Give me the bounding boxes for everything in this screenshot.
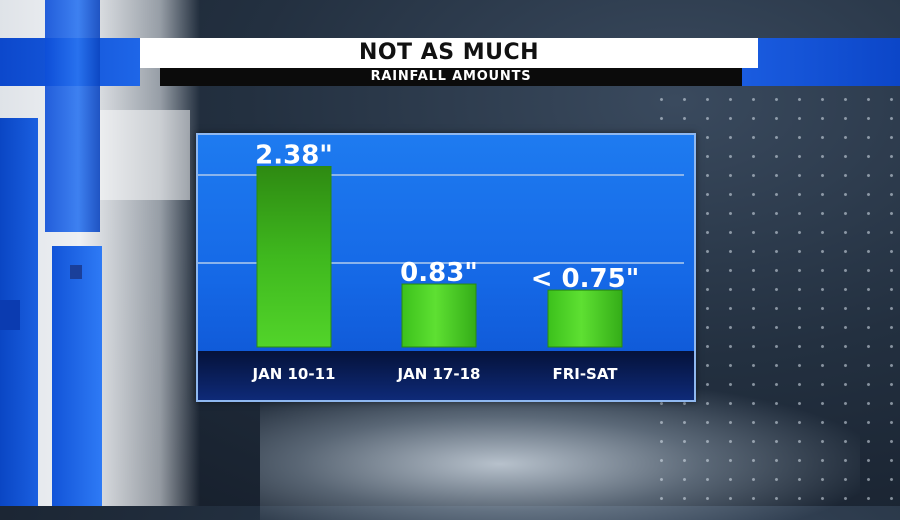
bar-chart: 2.38" JAN 10-11 0.83" JAN 17-18 < 0.75" FRI-S… <box>198 141 694 400</box>
decor-strip-bottom <box>52 246 102 506</box>
chart-subtitle: RAINFALL AMOUNTS <box>160 68 742 86</box>
data-label: 2.38" <box>255 141 333 171</box>
decor-strip-top <box>45 0 100 232</box>
chart-title: NOT AS MUCH <box>140 38 758 68</box>
category-label: JAN 17-18 <box>397 365 481 383</box>
category-label: JAN 10-11 <box>252 365 336 383</box>
bar <box>256 166 332 348</box>
category-label: FRI-SAT <box>552 365 618 383</box>
data-label: 0.83" <box>400 258 478 288</box>
category-strip <box>198 351 694 400</box>
decor-strip-right-header <box>742 38 900 86</box>
bar <box>401 283 477 348</box>
chart-panel: 2.38" JAN 10-11 0.83" JAN 17-18 < 0.75" FRI-S… <box>196 133 696 402</box>
data-label: < 0.75" <box>531 264 640 294</box>
decor-square-2 <box>0 300 20 330</box>
bar <box>547 289 623 348</box>
decor-square <box>70 265 82 279</box>
decor-block <box>100 110 190 200</box>
